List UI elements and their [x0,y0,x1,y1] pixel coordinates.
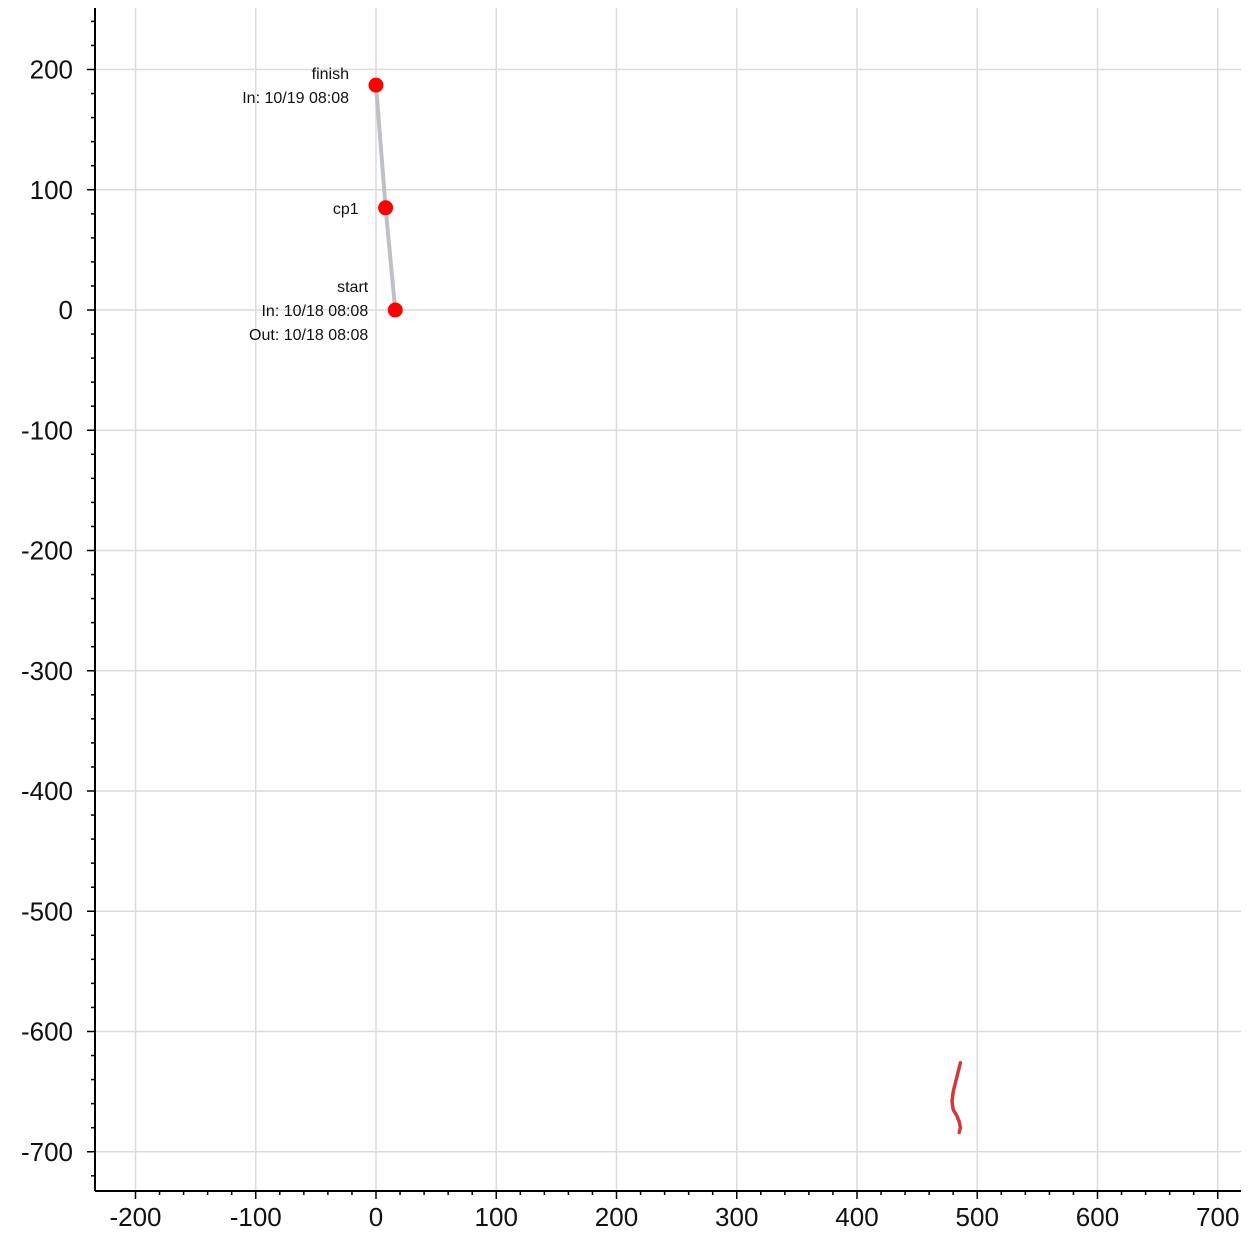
x-tick-label: 100 [475,1202,518,1232]
x-tick-label: 300 [715,1202,758,1232]
x-tick-label: 200 [595,1202,638,1232]
x-tick-label: -200 [109,1202,161,1232]
y-tick-label: 0 [59,295,73,325]
y-tick-label: -200 [21,536,73,566]
point-cp1 [378,200,394,216]
x-tick-label: 400 [835,1202,878,1232]
axes: -200 -100 0 100 200 300 400 500 600 700 200 100 0 -10… [21,8,1241,1232]
y-tick-label: -500 [21,896,73,926]
point-label-start: start [337,279,369,296]
y-tick-label: -600 [21,1017,73,1047]
grid [95,8,1241,1191]
point-label-start: In: 10/18 08:08 [261,303,368,320]
point-label-finish: finish [312,66,349,83]
point-start [387,302,403,318]
point-label-finish: In: 10/19 08:08 [242,90,349,107]
y-tick-label: 100 [30,175,73,205]
point-label-cp1: cp1 [333,201,359,218]
y-tick-label: -300 [21,656,73,686]
x-tick-label: 0 [369,1202,383,1232]
y-tick-label: -100 [21,415,73,445]
y-tick-label: 200 [30,55,73,85]
x-tick-label: -100 [230,1202,282,1232]
route-line [374,83,398,312]
x-tick-label: 700 [1196,1202,1239,1232]
series [368,77,963,1135]
track-line [950,1061,963,1135]
x-tick-label: 600 [1076,1202,1119,1232]
x-tick-label: 500 [956,1202,999,1232]
y-tick-label: -700 [21,1137,73,1167]
point-label-start: Out: 10/18 08:08 [249,327,368,344]
point-finish [368,77,384,93]
annotations: finish In: 10/19 08:08 cp1 start In: 10/18 0… [242,66,369,344]
y-tick-label: -400 [21,776,73,806]
